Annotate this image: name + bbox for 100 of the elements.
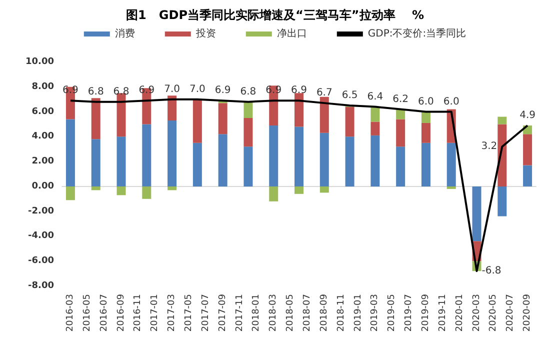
y-tick-label: 2.00 [32,156,54,167]
bar [345,106,354,137]
data-label: 6.8 [240,86,256,98]
y-tick-label: 6.00 [32,106,54,117]
y-tick-label: -4.00 [28,231,54,242]
x-tick-label: 2020-05 [488,294,499,332]
data-label: 6.8 [113,86,130,98]
bar [320,186,329,193]
x-tick-label: 2016-09 [116,294,126,332]
data-label: 6.7 [316,88,332,99]
x-tick-label: 2016-05 [82,294,92,332]
legend-label: GDP:不变价:当季同比 [368,28,466,40]
bar [523,165,532,186]
bar [345,136,354,186]
bar [168,120,177,186]
data-label: 3.2 [481,141,498,152]
bar [421,122,430,143]
bar [116,93,126,137]
bar [142,186,152,199]
bar [269,125,278,186]
bar [142,124,152,186]
bar [370,106,380,122]
x-tick-label: 2019-01 [353,294,364,332]
bar [192,99,202,143]
x-tick-label: 2020-09 [522,294,533,332]
y-tick-label: 8.00 [32,82,54,92]
x-tick-label: 2020-07 [506,294,516,332]
bar [498,116,507,124]
data-label: 4.9 [520,110,536,121]
x-tick-label: 2018-11 [336,294,346,332]
x-tick-label: 2019-03 [370,294,380,332]
bar [192,142,202,186]
bar [66,186,75,200]
bar [396,146,406,186]
y-tick-label: 0.00 [32,181,54,192]
bar [269,186,278,202]
x-tick-label: 2019-05 [387,294,398,332]
x-tick-label: 2018-01 [252,294,262,332]
chart-title: 图1 GDP当季同比实际增速及“三驾马车”拉动率 % [126,8,424,22]
data-label: 6.4 [367,91,384,102]
bar [446,142,456,186]
bar [498,186,507,216]
x-tick-label: 2020-03 [472,294,482,332]
bar [91,139,100,186]
bar [218,103,228,134]
bar [370,135,380,186]
data-label: 7.0 [189,84,206,95]
legend-label: 净出口 [276,28,307,40]
bar [116,186,126,196]
x-tick-label: 2017-05 [184,294,194,332]
x-tick-label: 2017-09 [218,294,228,332]
x-tick-label: 2018-05 [286,294,296,332]
legend-label: 消费 [114,28,135,40]
x-tick-label: 2016-07 [99,294,110,332]
data-label: 6.5 [342,90,358,102]
bar [294,126,304,186]
y-tick-label: -6.00 [28,256,54,266]
data-label: 6.9 [214,85,231,96]
data-label: 6.0 [418,96,434,108]
bar [370,122,380,136]
bar [244,118,253,147]
data-label: 6.8 [88,86,104,98]
bar [66,119,75,186]
bar [320,96,329,133]
bar [294,186,304,194]
x-tick-label: 2020-01 [454,294,465,332]
x-tick-label: 2016-11 [133,294,144,332]
bar [244,102,253,118]
bar [523,134,532,166]
bar [472,186,482,242]
y-tick-label: 4.00 [32,132,54,142]
bar [320,132,329,186]
bar [116,136,126,186]
x-tick-label: 2017-01 [150,294,160,332]
y-tick-label: -8.00 [28,281,54,291]
x-tick-label: 2016-03 [65,294,76,332]
bar [168,186,177,190]
bar [421,142,430,186]
data-label: 6.0 [443,96,460,108]
x-tick-label: 2018-09 [319,294,330,332]
bar [218,134,228,186]
x-tick-label: 2019-07 [404,294,414,332]
bar [446,186,456,189]
bar [396,119,406,147]
data-label: 7.0 [164,84,180,95]
x-tick-label: 2017-11 [234,294,245,332]
bar [91,98,100,140]
x-tick-label: 2017-03 [167,294,178,332]
bar [294,93,304,127]
bar [421,112,430,123]
bar [168,96,177,120]
data-label: 6.2 [392,94,409,105]
bar [244,146,253,186]
y-tick-label: 10.00 [26,57,54,67]
x-tick-label: 2017-07 [200,294,211,332]
x-tick-label: 2019-09 [420,294,431,332]
x-tick-label: 2019-11 [438,294,448,332]
data-label: -6.8 [482,266,502,277]
y-tick-label: -2.00 [28,206,54,216]
x-tick-label: 2018-07 [302,294,312,332]
